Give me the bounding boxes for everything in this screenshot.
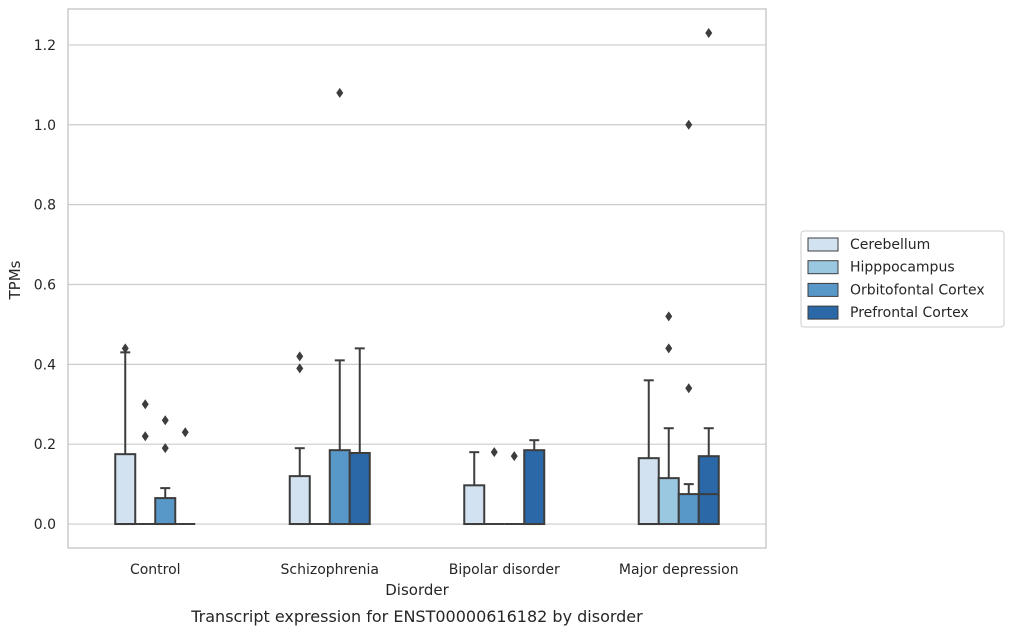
y-tick-label: 1.2 — [34, 38, 56, 54]
outlier-point — [296, 363, 304, 374]
legend-frame — [800, 230, 1005, 328]
outlier-point — [161, 415, 169, 426]
legend-label: Prefrontal Cortex — [850, 305, 969, 321]
box-hipppocampus — [484, 447, 505, 526]
y-tick-label: 0.4 — [34, 357, 56, 373]
outlier-point — [665, 311, 673, 322]
outlier-point — [336, 87, 344, 98]
legend-swatch — [807, 237, 839, 252]
outlier-point — [141, 431, 149, 442]
legend-label: Hipppocampus — [850, 260, 955, 276]
box-prefrontal-cortex — [348, 347, 371, 526]
box-prefrontal-cortex — [523, 439, 546, 526]
box-body — [154, 497, 177, 526]
legend-swatch — [807, 305, 839, 320]
y-tick-label: 1.0 — [34, 118, 56, 134]
chart-caption: Transcript expression for ENST0000061618… — [190, 607, 643, 626]
outlier-point — [705, 27, 713, 38]
box-body — [677, 493, 700, 526]
outlier-point — [141, 399, 149, 410]
box-body — [328, 449, 351, 526]
box-body — [657, 477, 680, 526]
legend-label: Orbitofontal Cortex — [850, 282, 985, 298]
box-body — [348, 451, 371, 526]
y-tick-label: 0.0 — [34, 517, 56, 533]
outlier-point — [296, 351, 304, 362]
box-orbitofontal-cortex — [154, 415, 177, 526]
box-orbitofontal-cortex — [677, 119, 700, 526]
plot-frame — [67, 8, 767, 549]
x-tick-label: Bipolar disorder — [449, 562, 560, 578]
box-body — [463, 484, 486, 526]
y-tick-label: 0.8 — [34, 198, 56, 214]
box-hipppocampus — [657, 311, 680, 526]
legend-swatch — [807, 282, 839, 297]
x-tick-labels: Control Schizophrenia Bipolar disorder Majo… — [130, 562, 739, 578]
box-prefrontal-cortex — [175, 427, 196, 526]
box-hipppocampus — [135, 399, 156, 526]
gridlines — [68, 44, 766, 525]
x-axis-label: Disorder — [385, 581, 449, 599]
outlier-point — [161, 443, 169, 454]
box-body — [288, 475, 311, 526]
y-tick-label: 0.2 — [34, 437, 56, 453]
outlier-point — [685, 119, 693, 130]
legend-items: Cerebellum Hipppocampus Orbitofontal Corte… — [807, 237, 985, 321]
x-tick-label: Major depression — [619, 562, 739, 578]
outlier-point — [685, 383, 693, 394]
box-cerebellum — [637, 379, 660, 526]
box-cerebellum — [114, 343, 137, 526]
outlier-point — [510, 451, 518, 462]
box-cerebellum — [463, 451, 486, 526]
legend: Cerebellum Hipppocampus Orbitofontal Corte… — [800, 230, 1005, 328]
outlier-point — [121, 343, 129, 354]
box-cerebellum — [288, 351, 311, 526]
y-tick-label: 0.6 — [34, 277, 56, 293]
legend-swatch — [807, 260, 839, 275]
box-orbitofontal-cortex — [328, 87, 351, 526]
box-body — [114, 453, 137, 526]
box-orbitofontal-cortex — [504, 451, 525, 526]
outlier-point — [665, 343, 673, 354]
y-tick-labels: 0.0 0.2 0.4 0.6 0.8 1.0 1.2 — [34, 38, 56, 533]
x-tick-label: Control — [130, 562, 181, 578]
y-axis-label: TPMs — [6, 260, 24, 300]
box-body — [637, 457, 660, 526]
legend-label: Cerebellum — [850, 237, 930, 253]
box-series — [114, 27, 720, 526]
x-tick-label: Schizophrenia — [281, 562, 379, 578]
outlier-point — [181, 427, 189, 438]
outlier-point — [490, 447, 498, 458]
box-body — [523, 449, 546, 526]
box-body — [697, 455, 720, 526]
box-prefrontal-cortex — [697, 27, 720, 526]
